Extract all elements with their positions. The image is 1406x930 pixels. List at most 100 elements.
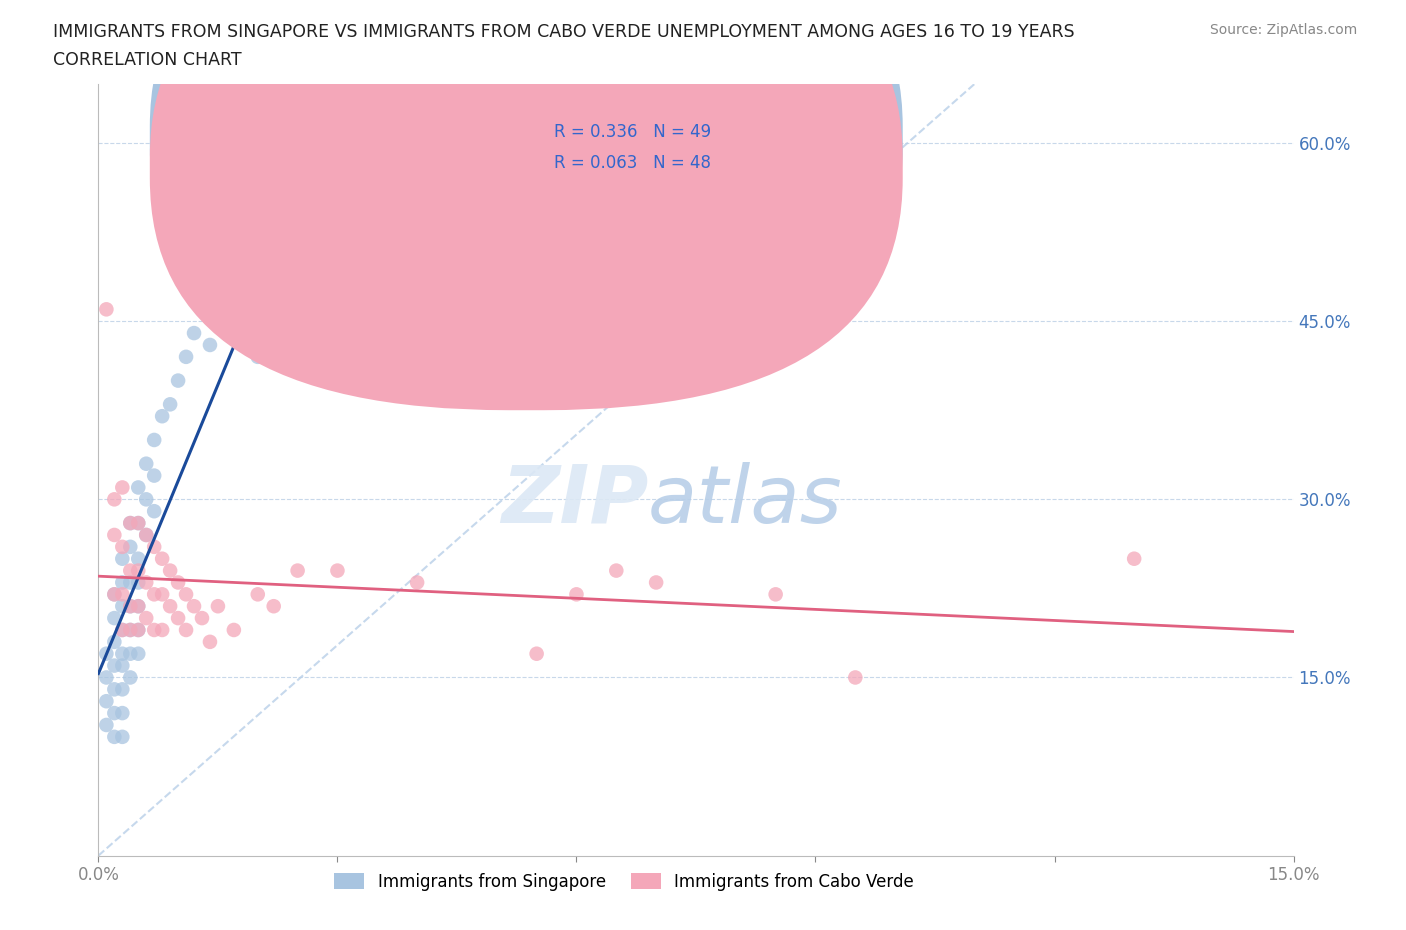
Point xyxy=(127,646,149,661)
Point xyxy=(844,670,866,684)
Text: CORRELATION CHART: CORRELATION CHART xyxy=(53,51,242,69)
Point xyxy=(287,564,309,578)
Text: atlas: atlas xyxy=(648,461,844,539)
Point xyxy=(96,694,118,709)
Point xyxy=(111,551,134,566)
Point xyxy=(120,515,142,530)
Point xyxy=(127,551,149,566)
Point xyxy=(103,587,125,602)
Point xyxy=(111,682,134,697)
Point xyxy=(127,599,149,614)
Text: ZIP: ZIP xyxy=(501,461,648,539)
Point xyxy=(127,599,149,614)
Point xyxy=(143,468,166,483)
Point xyxy=(135,527,157,542)
Point xyxy=(150,587,173,602)
Point xyxy=(120,575,142,590)
Point xyxy=(246,350,269,365)
Point xyxy=(135,457,157,472)
Point xyxy=(127,622,149,637)
Point xyxy=(143,504,166,519)
Point xyxy=(103,611,125,626)
Point xyxy=(103,527,125,542)
Point xyxy=(103,682,125,697)
Point xyxy=(143,539,166,554)
Point xyxy=(103,729,125,744)
Point xyxy=(120,515,142,530)
Text: R = 0.063   N = 48: R = 0.063 N = 48 xyxy=(554,154,711,172)
Point xyxy=(135,611,157,626)
Point xyxy=(111,599,134,614)
Point xyxy=(127,622,149,637)
Point xyxy=(120,539,142,554)
Point xyxy=(111,646,134,661)
Point xyxy=(645,575,668,590)
Text: IMMIGRANTS FROM SINGAPORE VS IMMIGRANTS FROM CABO VERDE UNEMPLOYMENT AMONG AGES : IMMIGRANTS FROM SINGAPORE VS IMMIGRANTS … xyxy=(53,23,1076,41)
Point xyxy=(111,658,134,673)
Point xyxy=(103,706,125,721)
FancyBboxPatch shape xyxy=(494,114,821,195)
Point xyxy=(215,326,238,340)
Point xyxy=(150,551,173,566)
Point xyxy=(765,587,787,602)
Point xyxy=(111,729,134,744)
Point xyxy=(96,718,118,733)
Point xyxy=(565,587,588,602)
Point xyxy=(183,599,205,614)
Point xyxy=(207,599,229,614)
FancyBboxPatch shape xyxy=(150,0,903,379)
Point xyxy=(167,575,190,590)
Point xyxy=(406,575,429,590)
Point xyxy=(222,622,245,637)
Point xyxy=(167,373,190,388)
Point xyxy=(127,564,149,578)
Point xyxy=(159,564,181,578)
Point xyxy=(183,326,205,340)
Point xyxy=(174,622,197,637)
Point xyxy=(120,564,142,578)
Point xyxy=(326,564,349,578)
Point xyxy=(120,599,142,614)
Point xyxy=(311,338,333,352)
Point xyxy=(135,575,157,590)
Point xyxy=(198,338,221,352)
Point xyxy=(135,527,157,542)
Point xyxy=(159,397,181,412)
Point xyxy=(143,587,166,602)
Point xyxy=(111,587,134,602)
Point xyxy=(127,515,149,530)
Point xyxy=(111,622,134,637)
Point xyxy=(167,611,190,626)
Point xyxy=(198,634,221,649)
Point xyxy=(120,622,142,637)
Point xyxy=(605,564,627,578)
Point xyxy=(120,622,142,637)
Point xyxy=(96,302,118,317)
Point xyxy=(191,611,214,626)
FancyBboxPatch shape xyxy=(150,0,903,410)
Point xyxy=(150,409,173,424)
Point xyxy=(103,492,125,507)
Point xyxy=(150,622,173,637)
Point xyxy=(96,670,118,684)
Point xyxy=(127,575,149,590)
Point xyxy=(159,599,181,614)
Point xyxy=(111,480,134,495)
Point xyxy=(143,432,166,447)
Text: Source: ZipAtlas.com: Source: ZipAtlas.com xyxy=(1209,23,1357,37)
Point xyxy=(111,539,134,554)
Point xyxy=(174,350,197,365)
Point xyxy=(246,587,269,602)
Point xyxy=(1123,551,1146,566)
Point xyxy=(127,515,149,530)
Point xyxy=(120,599,142,614)
Point xyxy=(103,634,125,649)
Point xyxy=(111,706,134,721)
Point xyxy=(103,658,125,673)
Point xyxy=(103,587,125,602)
Point xyxy=(127,480,149,495)
Text: R = 0.336   N = 49: R = 0.336 N = 49 xyxy=(554,124,711,141)
Point xyxy=(120,670,142,684)
Point xyxy=(143,622,166,637)
Point xyxy=(526,646,548,661)
